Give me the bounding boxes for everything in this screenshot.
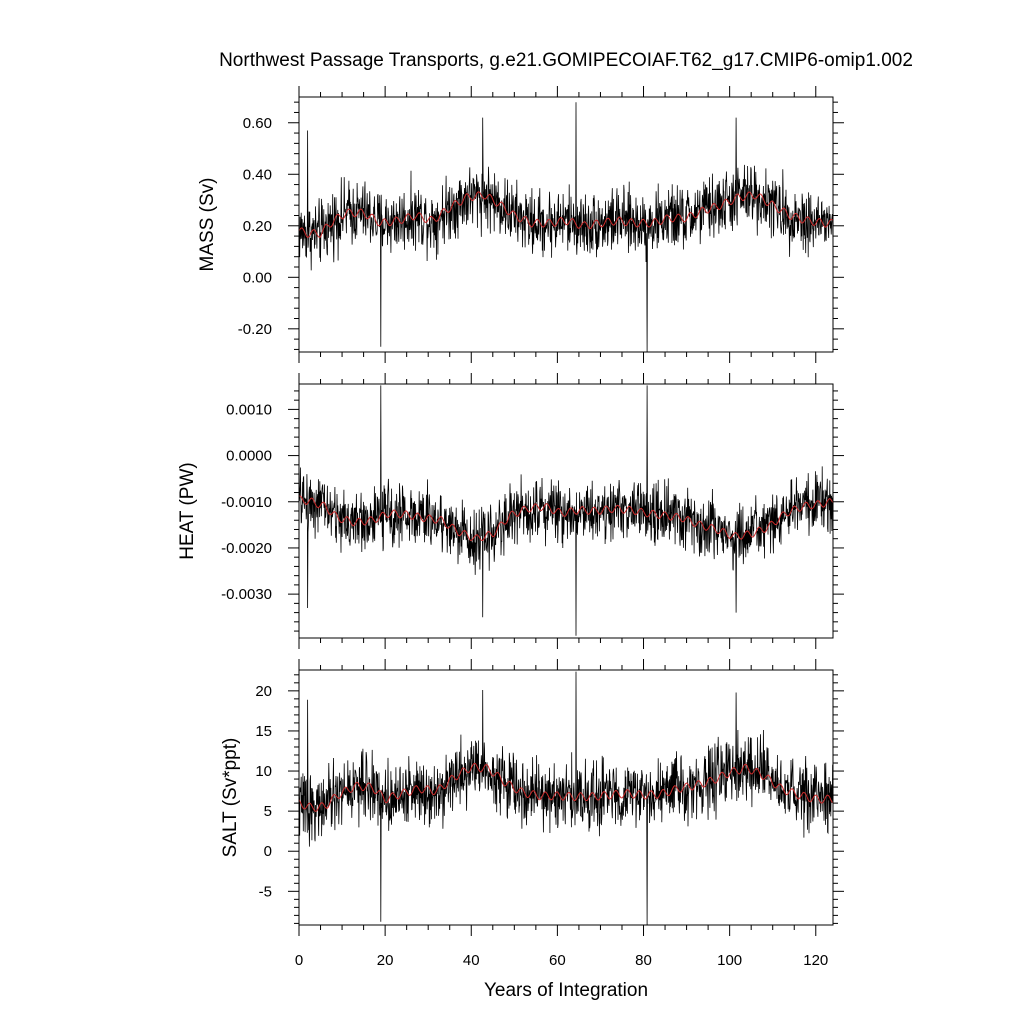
heat-y-axis-title: HEAT (PW): [177, 462, 198, 559]
heat-panel: -0.0030 -0.0020 -0.0010 0.0000 0.0010 HEAT (P…: [177, 373, 844, 649]
salt-series-smoothed: [299, 762, 833, 812]
mass-y-tick-label: 0.60: [243, 115, 272, 132]
mass-panel: -0.20 0.00 0.20 0.40 0.60 MASS (Sv): [197, 86, 844, 363]
mass-series-raw: [299, 102, 833, 352]
x-tick-label: 40: [463, 952, 480, 969]
mass-y-axis-title: MASS (Sv): [197, 178, 218, 272]
chart-title: Northwest Passage Transports, g.e21.GOMI…: [219, 50, 913, 71]
heat-y-tick-label: 0.0000: [226, 448, 272, 465]
mass-series-smoothed: [299, 191, 833, 238]
x-tick-label: 80: [635, 952, 652, 969]
heat-series-smoothed: [299, 495, 833, 542]
heat-y-tick-label: 0.0010: [226, 401, 272, 418]
salt-y-tick-label: -5: [259, 883, 272, 900]
heat-y-tick-label: -0.0020: [221, 540, 272, 557]
heat-y-tick-label: -0.0030: [221, 586, 272, 603]
heat-y-tick-label: -0.0010: [221, 494, 272, 511]
salt-panel: -5 0 5 10 15 20 0 20 40 60 80 100 120 SALT (Sv*ppt): [220, 659, 844, 969]
mass-plot-frame: [298, 96, 834, 353]
salt-y-tick-label: 0: [264, 843, 272, 860]
x-axis-title: Years of Integration: [484, 980, 648, 1001]
mass-y-tick-label: 0.00: [243, 269, 272, 286]
x-tick-label: 100: [717, 952, 742, 969]
salt-y-tick-label: 5: [264, 803, 272, 820]
x-tick-label: 120: [803, 952, 828, 969]
salt-series-raw: [299, 671, 833, 925]
x-tick-label: 0: [295, 952, 303, 969]
salt-y-tick-label: 10: [255, 763, 272, 780]
mass-y-tick-label: -0.20: [238, 321, 272, 338]
heat-series-raw: [299, 385, 833, 636]
salt-y-tick-label: 15: [255, 723, 272, 740]
salt-plot-frame: [298, 669, 834, 926]
salt-y-tick-label: 20: [255, 683, 272, 700]
mass-y-tick-label: 0.20: [243, 218, 272, 235]
x-tick-label: 20: [377, 952, 394, 969]
x-tick-label: 60: [549, 952, 566, 969]
salt-y-axis-title: SALT (Sv*ppt): [220, 738, 241, 858]
mass-y-tick-label: 0.40: [243, 166, 272, 183]
